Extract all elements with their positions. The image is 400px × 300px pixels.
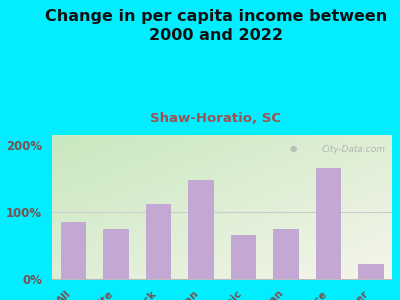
Bar <box>273 229 298 279</box>
Bar <box>146 204 171 279</box>
Bar <box>358 264 384 279</box>
Bar <box>60 222 86 279</box>
Bar <box>230 236 256 279</box>
Bar <box>103 229 128 279</box>
Text: City-Data.com: City-Data.com <box>321 145 385 154</box>
Text: Change in per capita income between
2000 and 2022: Change in per capita income between 2000… <box>45 9 387 43</box>
Text: Shaw-Horatio, SC: Shaw-Horatio, SC <box>150 112 282 124</box>
Text: ●: ● <box>290 144 297 153</box>
Bar <box>188 180 214 279</box>
Bar <box>316 169 341 279</box>
